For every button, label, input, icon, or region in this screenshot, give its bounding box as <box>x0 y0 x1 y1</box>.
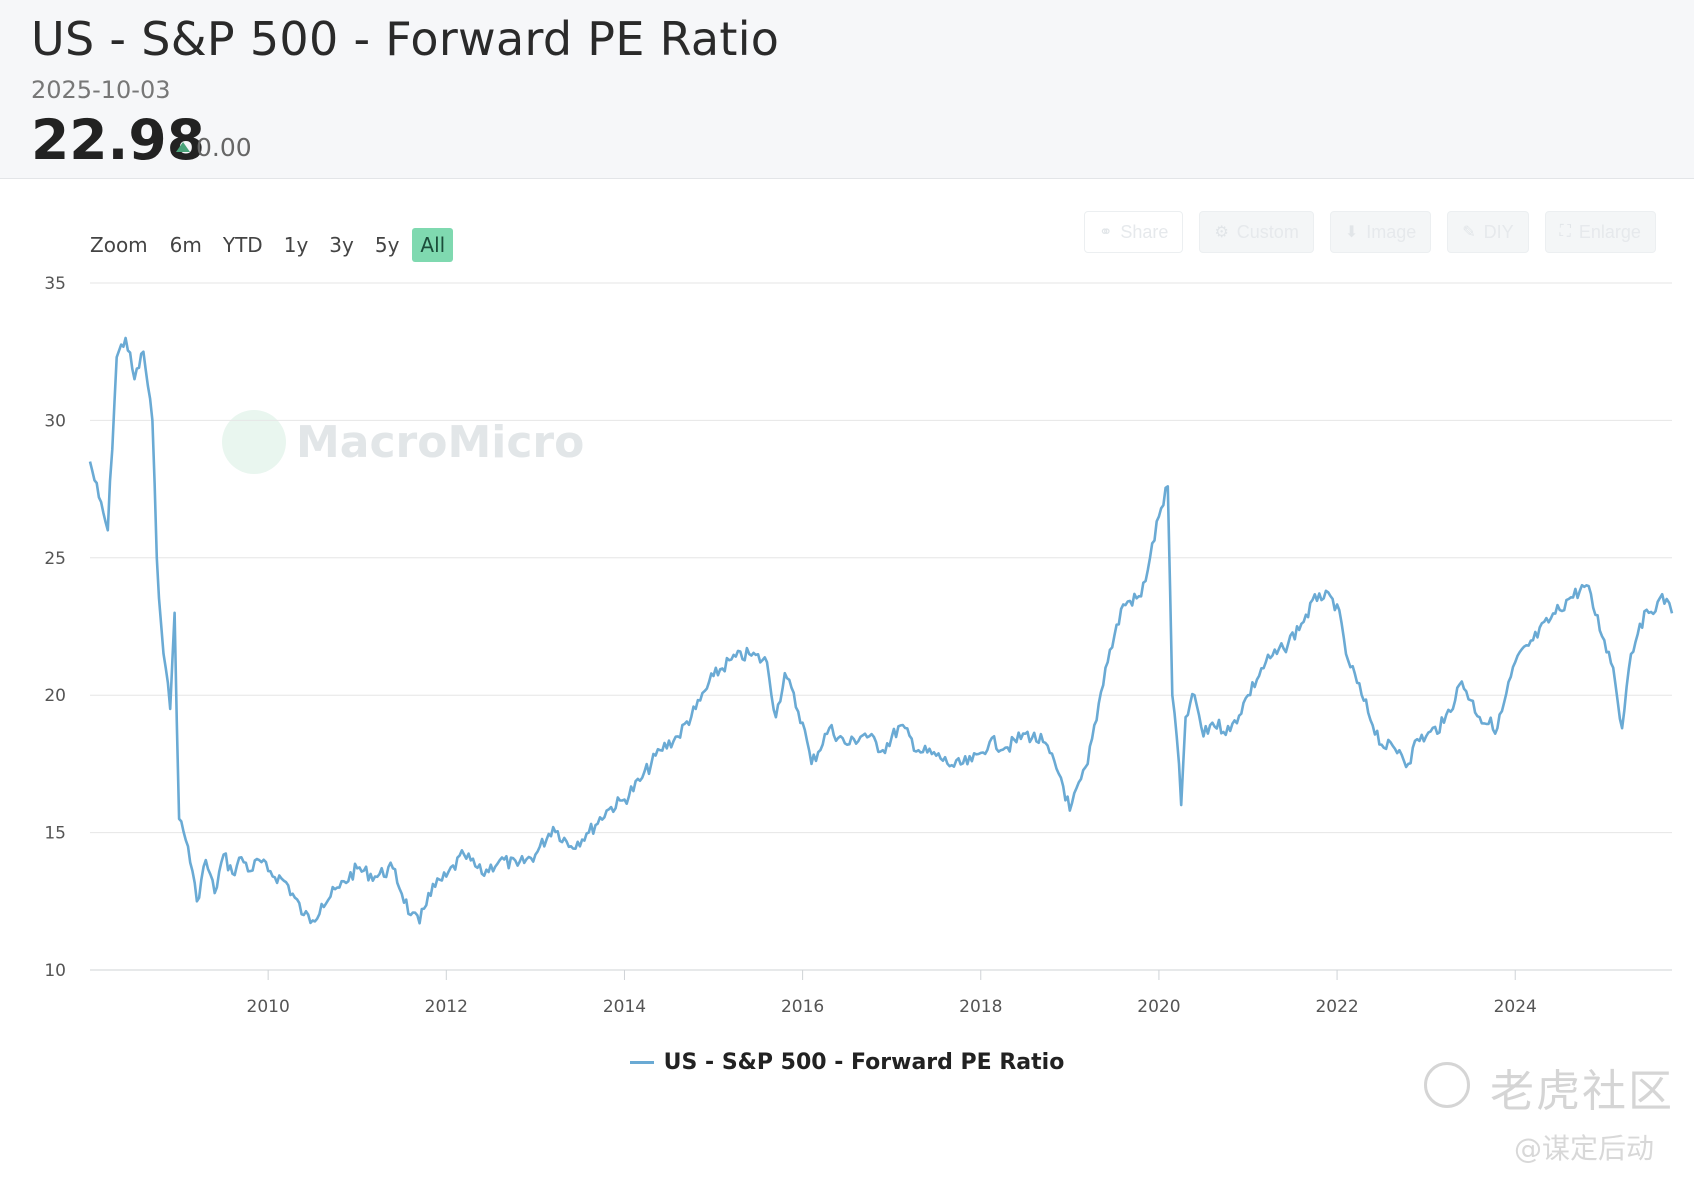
x-tick-label: 2018 <box>959 997 1002 1017</box>
x-tick-label: 2020 <box>1137 997 1180 1017</box>
legend-label: US - S&P 500 - Forward PE Ratio <box>664 1050 1065 1075</box>
x-tick-label: 2010 <box>247 997 290 1017</box>
tiger-community-watermark: 老虎社区 <box>1490 1055 1674 1119</box>
y-tick-label: 25 <box>44 549 66 569</box>
legend-line-swatch <box>630 1061 654 1064</box>
x-tick-label: 2016 <box>781 997 824 1017</box>
y-tick-label: 30 <box>44 411 66 431</box>
x-tick-label: 2014 <box>603 997 646 1017</box>
x-tick-label: 2024 <box>1494 997 1537 1017</box>
tiger-logo-icon <box>1424 1062 1470 1108</box>
x-tick-label: 2022 <box>1315 997 1358 1017</box>
y-tick-label: 15 <box>44 824 66 844</box>
y-tick-label: 10 <box>44 961 66 981</box>
author-watermark: @谋定后动 <box>1514 1127 1654 1167</box>
y-tick-label: 20 <box>44 686 66 706</box>
y-tick-label: 35 <box>44 274 66 294</box>
series-line <box>90 338 1672 923</box>
pe-ratio-chart: 10 15 20 25 30 35 2010 2012 2014 2016 2018 2020 2022… <box>0 0 1694 1183</box>
x-tick-label: 2012 <box>425 997 468 1017</box>
